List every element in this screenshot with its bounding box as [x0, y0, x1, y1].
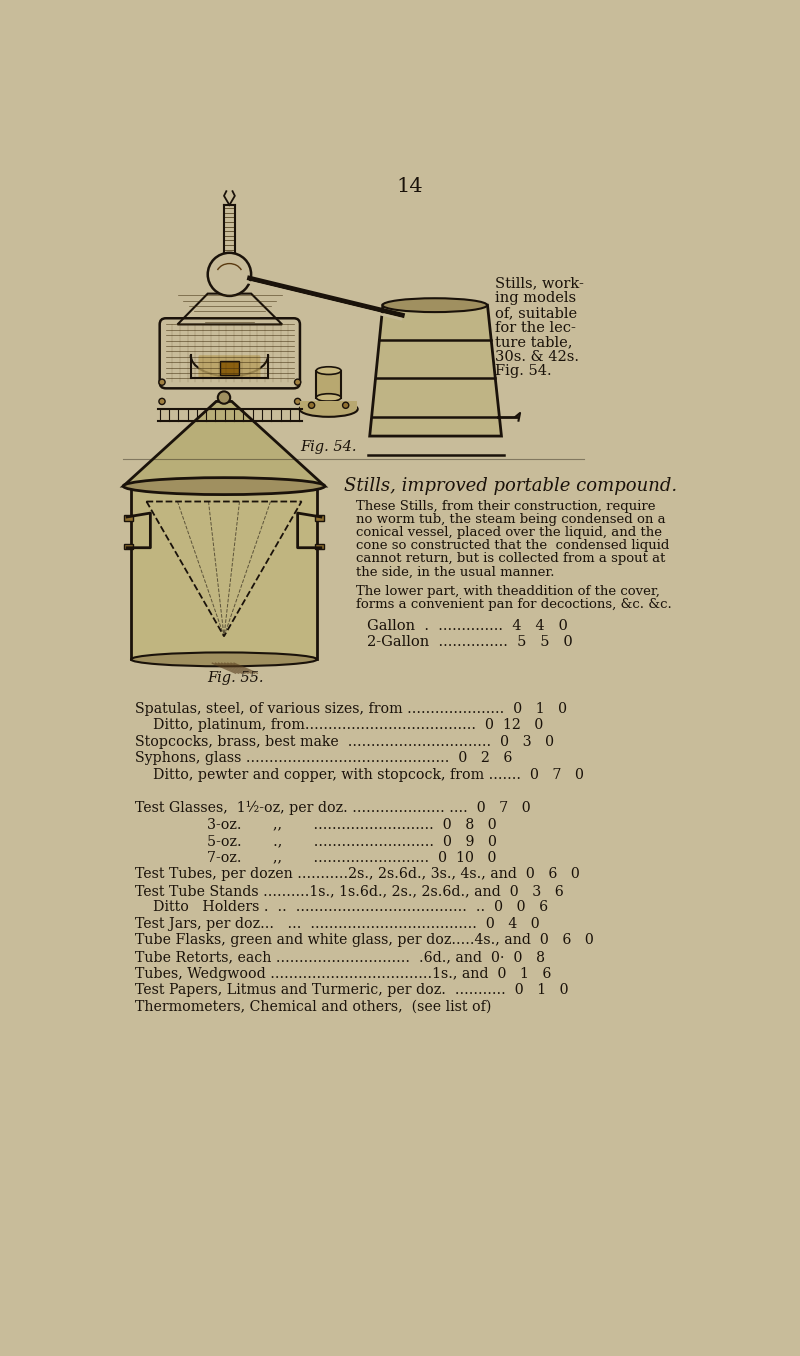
Text: Gallon  .  ..............  4   4   0: Gallon . .............. 4 4 0: [367, 620, 568, 633]
Circle shape: [159, 399, 165, 404]
Text: 14: 14: [397, 176, 423, 195]
Text: Test Glasses,  1½-oz, per doz. .................... ....  0   7   0: Test Glasses, 1½-oz, per doz. ..........…: [135, 801, 530, 815]
Text: These Stills, from their construction, require: These Stills, from their construction, r…: [356, 500, 655, 513]
Text: the side, in the usual manner.: the side, in the usual manner.: [356, 565, 554, 579]
Text: The lower part, with theaddition of the cover,: The lower part, with theaddition of the …: [356, 584, 660, 598]
Ellipse shape: [316, 366, 341, 374]
Text: 7-oz.       ,,       .........................  0  10   0: 7-oz. ,, ......................... 0 10 …: [135, 850, 496, 865]
Text: Test Tubes, per dozen ...........2s., 2s.6d., 3s., 4s., and  0   6   0: Test Tubes, per dozen ...........2s., 2s…: [135, 868, 580, 881]
Text: Syphons, glass ............................................  0   2   6: Syphons, glass .........................…: [135, 751, 512, 765]
Circle shape: [294, 399, 301, 404]
Text: Test Papers, Litmus and Turmeric, per doz.  ...........  0   1   0: Test Papers, Litmus and Turmeric, per do…: [135, 983, 569, 997]
Text: Stopcocks, brass, best make  ...............................  0   3   0: Stopcocks, brass, best make ............…: [135, 735, 554, 749]
Text: 3-oz.       ,,       ..........................  0   8   0: 3-oz. ,, .......................... 0 8 …: [135, 818, 497, 831]
Circle shape: [208, 252, 251, 296]
Ellipse shape: [299, 401, 358, 416]
Bar: [316, 370, 341, 397]
Circle shape: [159, 380, 165, 385]
Bar: [220, 362, 238, 376]
Text: conical vessel, placed over the liquid, and the: conical vessel, placed over the liquid, …: [356, 526, 662, 540]
Bar: [314, 544, 324, 549]
Text: 5-oz.       .,       ..........................  0   9   0: 5-oz. ., .......................... 0 9 …: [135, 834, 497, 848]
Polygon shape: [131, 485, 317, 659]
Text: Spatulas, steel, of various sizes, from .....................  0   1   0: Spatulas, steel, of various sizes, from …: [135, 701, 567, 716]
Text: for the lec-: for the lec-: [495, 320, 576, 335]
Ellipse shape: [131, 652, 317, 666]
Text: no worm tub, the steam being condensed on a: no worm tub, the steam being condensed o…: [356, 513, 666, 526]
Ellipse shape: [382, 298, 487, 312]
Bar: [314, 515, 324, 521]
Text: Tubes, Wedgwood ...................................1s., and  0   1   6: Tubes, Wedgwood ........................…: [135, 967, 551, 980]
Text: Test Tube Stands ..........1s., 1s.6d., 2s., 2s.6d., and  0   3   6: Test Tube Stands ..........1s., 1s.6d., …: [135, 884, 564, 898]
Text: Stills, improved portable compound.: Stills, improved portable compound.: [344, 477, 678, 495]
Text: Fig. 54.: Fig. 54.: [300, 439, 357, 454]
Text: ing models: ing models: [495, 292, 576, 305]
Text: Fig. 54.: Fig. 54.: [495, 365, 552, 378]
Text: forms a convenient pan for decoctions, &c. &c.: forms a convenient pan for decoctions, &…: [356, 598, 671, 610]
Text: 2-Gallon  ...............  5   5   0: 2-Gallon ............... 5 5 0: [367, 635, 573, 648]
Text: ture table,: ture table,: [495, 335, 573, 350]
Bar: [124, 515, 134, 521]
Circle shape: [218, 392, 230, 404]
Text: Ditto, pewter and copper, with stopcock, from .......  0   7   0: Ditto, pewter and copper, with stopcock,…: [135, 767, 584, 782]
Text: 30s. & 42s.: 30s. & 42s.: [495, 350, 579, 363]
Polygon shape: [123, 401, 325, 485]
Ellipse shape: [316, 393, 341, 401]
Text: Ditto   Holders .  ..  .....................................  ..  0   0   6: Ditto Holders . .. .....................…: [135, 900, 548, 914]
Text: Fig. 55.: Fig. 55.: [207, 671, 264, 685]
Text: Test Jars, per doz...   ...  ....................................  0   4   0: Test Jars, per doz... ... ..............…: [135, 917, 540, 932]
Circle shape: [309, 403, 314, 408]
Ellipse shape: [123, 477, 325, 495]
Text: Tube Flasks, green and white glass, per doz.....4s., and  0   6   0: Tube Flasks, green and white glass, per …: [135, 933, 594, 948]
Text: cannot return, but is collected from a spout at: cannot return, but is collected from a s…: [356, 552, 665, 565]
Bar: [124, 544, 134, 549]
Text: Ditto, platinum, from.....................................  0  12   0: Ditto, platinum, from...................…: [135, 719, 543, 732]
Text: of, suitable: of, suitable: [495, 306, 578, 320]
Bar: [300, 401, 358, 410]
Text: Stills, work-: Stills, work-: [495, 277, 584, 290]
Text: cone so constructed that the  condensed liquid: cone so constructed that the condensed l…: [356, 540, 669, 552]
Circle shape: [342, 403, 349, 408]
Circle shape: [294, 380, 301, 385]
Polygon shape: [370, 305, 502, 437]
Text: Tube Retorts, each .............................  .6d., and  0·  0   8: Tube Retorts, each .....................…: [135, 951, 545, 964]
Text: Thermometers, Chemical and others,  (see list of): Thermometers, Chemical and others, (see …: [135, 999, 491, 1014]
FancyBboxPatch shape: [198, 355, 261, 378]
